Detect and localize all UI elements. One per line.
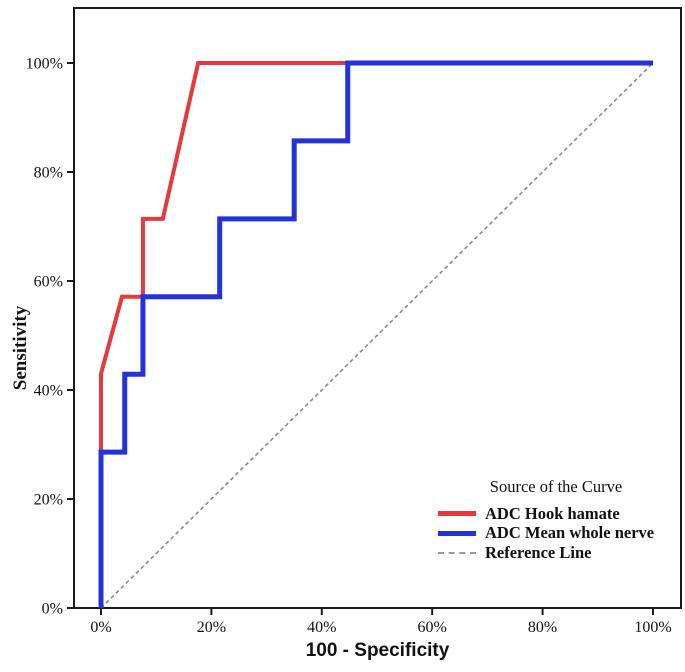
x-tick-label: 100% <box>634 619 671 636</box>
legend-items: ADC Hook hamate ADC Mean whole nerve Refer… <box>438 504 674 563</box>
roc-curve-hook-hamate <box>99 61 653 608</box>
solid-line-swatch-icon <box>438 530 476 536</box>
y-tick-label: 0% <box>42 601 63 618</box>
x-tick-label: 60% <box>418 619 447 636</box>
plot-frame <box>73 7 682 609</box>
x-tick-label: 0% <box>90 619 111 636</box>
legend-item: ADC Mean whole nerve <box>438 523 674 544</box>
y-tick-label: 80% <box>34 165 63 182</box>
roc-curve-mean-whole-nerve <box>98 60 653 608</box>
x-axis-title: 100 - Specificity <box>305 640 450 661</box>
x-tick-label: 40% <box>307 619 336 636</box>
legend-item: ADC Hook hamate <box>438 504 674 524</box>
reference-line <box>100 62 654 609</box>
legend-item-label: Reference Line <box>485 542 592 562</box>
y-tick-label: 100% <box>26 56 63 73</box>
y-axis-title: Sensitivity <box>10 305 31 391</box>
legend-item-label: ADC Mean whole nerve <box>485 523 655 543</box>
legend-item: Reference Line <box>438 543 674 563</box>
solid-line-swatch-icon <box>438 511 476 517</box>
legend-title: Source of the Curve <box>489 477 623 496</box>
y-tick-label: 40% <box>34 383 63 400</box>
x-tick-label: 80% <box>528 619 557 636</box>
y-tick-label: 20% <box>34 492 63 509</box>
legend-item-label: ADC Hook hamate <box>485 503 620 523</box>
dashed-line-swatch-icon <box>438 551 476 554</box>
x-tick-label: 20% <box>197 619 226 636</box>
y-tick-label: 60% <box>34 274 63 291</box>
legend: Source of the Curve ADC Hook hamate ADC M… <box>438 477 674 563</box>
